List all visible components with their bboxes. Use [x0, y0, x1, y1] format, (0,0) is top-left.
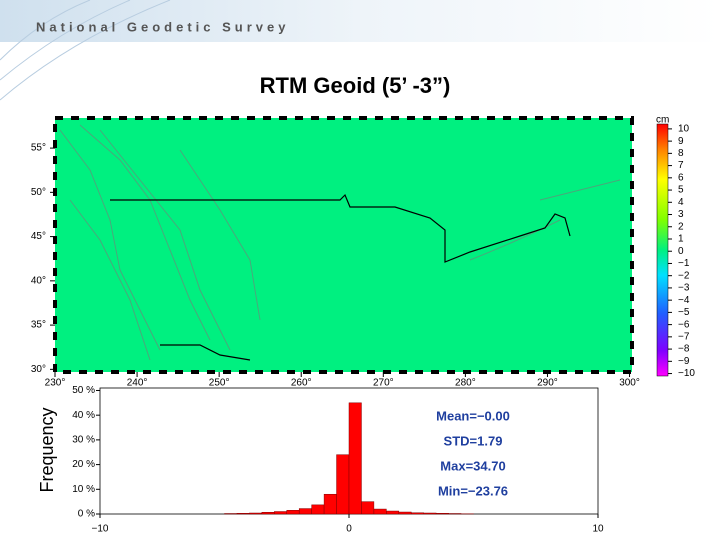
- colorbar-tick-label: 5: [678, 185, 684, 196]
- colorbar-tick-label: −3: [678, 283, 690, 294]
- colorbar-tick-label: 9: [678, 136, 684, 147]
- slide-title: RTM Geoid (5’ -3”): [260, 73, 451, 98]
- colorbar-tick-label: 7: [678, 160, 684, 171]
- y-tick-label: 30°: [31, 364, 46, 375]
- colorbar-label: cm: [656, 115, 669, 126]
- x-tick-label: 0: [346, 524, 352, 535]
- colorbar-tick-label: −7: [678, 331, 690, 342]
- histogram-bar: [411, 512, 424, 515]
- colorbar-tick-label: −1: [678, 258, 690, 269]
- histogram-bar: [286, 510, 300, 515]
- colorbar-tick-label: 2: [678, 221, 684, 232]
- x-tick-label: 260°: [291, 378, 312, 389]
- histogram-bar: [323, 493, 337, 515]
- x-tick-label: 230°: [45, 378, 66, 389]
- map-field: [55, 118, 632, 372]
- x-tick-label: 280°: [455, 378, 476, 389]
- x-tick-label: 290°: [537, 378, 558, 389]
- y-tick-label: 50 %: [72, 385, 95, 396]
- histogram-bar: [423, 512, 437, 515]
- x-tick-label: −10: [92, 524, 109, 535]
- histogram-bar: [398, 511, 412, 515]
- border-line: [110, 193, 571, 263]
- y-tick-label: 0 %: [78, 509, 95, 520]
- histogram-bar: [336, 454, 350, 515]
- histogram-bar: [386, 510, 400, 515]
- y-tick-label: 10 %: [72, 484, 95, 495]
- colorbar-tick-label: −5: [678, 307, 690, 318]
- map-frame: [53, 116, 634, 374]
- y-tick-label: 50°: [31, 187, 46, 198]
- stat-annotation: Max=34.70: [440, 458, 505, 473]
- histogram-bar: [274, 511, 287, 515]
- header-text: National Geodetic Survey: [36, 19, 290, 34]
- x-tick-label: 300°: [619, 378, 640, 389]
- colorbar-tick-label: 4: [678, 197, 684, 208]
- y-tick-label: 35°: [31, 320, 46, 331]
- colorbar-tick-label: 8: [678, 148, 684, 159]
- colorbar-tick-label: 3: [678, 209, 684, 220]
- y-tick-label: 30 %: [72, 435, 95, 446]
- colorbar-tick-label: −9: [678, 356, 690, 367]
- colorbar-tick-label: −6: [678, 319, 690, 330]
- colorbar-tick-label: 1: [678, 234, 684, 245]
- header-band: [0, 0, 720, 42]
- x-tick-label: 250°: [209, 378, 230, 389]
- colorbar-tick-label: −4: [678, 295, 690, 306]
- y-tick-label: 20 %: [72, 459, 95, 470]
- histogram-bar: [311, 504, 325, 515]
- colorbar-tick-label: −2: [678, 270, 690, 281]
- colorbar: [656, 123, 669, 377]
- border-line: [160, 344, 251, 361]
- x-tick-label: 10: [592, 524, 604, 535]
- y-axis-label: Frequency: [37, 407, 57, 492]
- histogram-bar: [261, 512, 275, 515]
- colorbar-tick-label: 0: [678, 246, 684, 257]
- colorbar-tick-label: −8: [678, 344, 690, 355]
- histogram-bar: [435, 513, 449, 515]
- terrain-texture: [59, 124, 621, 361]
- y-tick-label: 55°: [31, 143, 46, 154]
- y-tick-label: 45°: [31, 231, 46, 242]
- stat-annotation: Mean=−0.00: [436, 408, 510, 423]
- colorbar-tick-label: 10: [678, 124, 690, 135]
- y-tick-label: 40°: [31, 275, 46, 286]
- x-tick-label: 240°: [127, 378, 148, 389]
- histogram-bar: [373, 508, 387, 515]
- y-tick-label: 40 %: [72, 410, 95, 421]
- x-tick-label: 270°: [373, 378, 394, 389]
- stat-annotation: STD=1.79: [444, 433, 503, 448]
- colorbar-tick-label: 6: [678, 172, 684, 183]
- histogram-bar: [298, 508, 312, 515]
- header-decoration: [0, 0, 171, 101]
- histogram-bar: [348, 402, 362, 515]
- colorbar-tick-label: −10: [678, 368, 695, 379]
- histogram-bar: [236, 513, 250, 515]
- stat-annotation: Min=−23.76: [438, 483, 508, 498]
- histogram-bar: [361, 501, 375, 515]
- histogram-bar: [249, 512, 263, 515]
